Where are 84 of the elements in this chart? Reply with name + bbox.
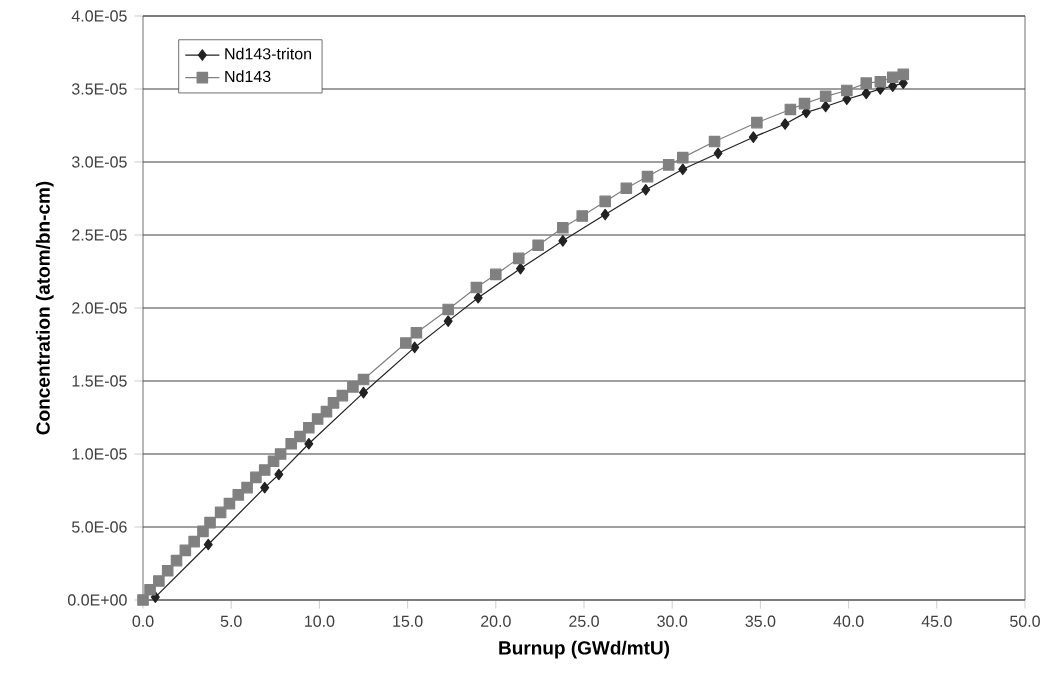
- y-tick-label: 3.0E-05: [71, 156, 127, 168]
- point: [620, 182, 633, 195]
- point: [274, 448, 287, 460]
- x-tick-label: 0.0: [132, 615, 154, 627]
- point: [410, 341, 420, 354]
- point: [285, 437, 297, 450]
- x-tick-label: 30.0: [657, 615, 688, 627]
- point: [557, 221, 569, 234]
- point: [470, 281, 483, 294]
- y-tick-label: 1.5E-05: [72, 375, 127, 387]
- point: [443, 315, 453, 327]
- point: [860, 77, 873, 89]
- point: [641, 183, 651, 196]
- point: [410, 327, 423, 339]
- point: [512, 252, 525, 265]
- point: [400, 337, 412, 349]
- x-tick-label: 35.0: [745, 615, 776, 627]
- point: [232, 489, 245, 501]
- y-tick-label: 1.0E-05: [72, 448, 127, 460]
- point: [161, 565, 174, 577]
- x-tick-label: 5.0: [220, 615, 242, 627]
- point: [819, 90, 832, 103]
- point: [784, 103, 797, 116]
- point: [327, 397, 340, 409]
- point: [260, 481, 270, 494]
- point: [347, 381, 359, 393]
- point: [798, 97, 811, 110]
- point: [320, 405, 333, 418]
- point: [897, 68, 910, 81]
- point: [303, 421, 315, 434]
- point: [258, 464, 271, 476]
- point: [197, 525, 209, 538]
- y-tick-label: 4.0E-05: [71, 10, 127, 22]
- point: [780, 118, 790, 130]
- x-tick-label: 45.0: [921, 615, 952, 627]
- y-tick-label: 0.0E+00: [67, 594, 127, 606]
- x-tick-label: 40.0: [833, 615, 864, 627]
- point: [204, 516, 216, 529]
- point: [599, 195, 611, 208]
- point: [600, 208, 610, 221]
- x-tick-label: 15.0: [393, 615, 423, 627]
- y-tick-label: 5.0E-06: [71, 521, 127, 533]
- point: [203, 538, 213, 551]
- point: [274, 468, 284, 481]
- point: [748, 131, 758, 143]
- legend-label: Nd143-triton: [225, 47, 312, 60]
- y-axis-title: Concentration (atom/bn-cm): [35, 181, 54, 435]
- point: [357, 373, 370, 386]
- point: [311, 413, 324, 425]
- point: [641, 170, 654, 183]
- point: [144, 583, 156, 596]
- point: [304, 437, 314, 450]
- point: [336, 389, 349, 402]
- point: [678, 163, 688, 176]
- point: [442, 303, 454, 316]
- point: [576, 210, 589, 222]
- point: [841, 84, 853, 97]
- point: [294, 430, 306, 443]
- point: [662, 159, 675, 171]
- x-tick-label: 20.0: [481, 615, 511, 627]
- point: [188, 535, 200, 548]
- point: [558, 235, 568, 247]
- x-axis-title: Burnup (GWd/mtU): [499, 640, 670, 659]
- point: [137, 594, 149, 606]
- point: [532, 239, 544, 252]
- x-tick-label: 50.0: [1010, 615, 1040, 627]
- y-tick-label: 2.5E-05: [72, 229, 127, 241]
- point: [713, 147, 723, 160]
- point: [708, 135, 721, 148]
- point: [676, 151, 689, 164]
- x-tick-label: 25.0: [569, 615, 599, 627]
- point: [153, 575, 165, 587]
- x-tick-label: 10.0: [305, 615, 335, 627]
- legend-label: Nd143: [225, 70, 271, 83]
- point: [179, 544, 192, 557]
- point: [241, 481, 253, 494]
- point: [874, 75, 887, 88]
- y-tick-label: 2.0E-05: [72, 302, 127, 314]
- point: [250, 471, 262, 484]
- point: [473, 291, 483, 304]
- point: [751, 116, 763, 129]
- point: [490, 268, 502, 281]
- y-tick-label: 3.5E-05: [71, 83, 127, 95]
- point: [886, 71, 899, 84]
